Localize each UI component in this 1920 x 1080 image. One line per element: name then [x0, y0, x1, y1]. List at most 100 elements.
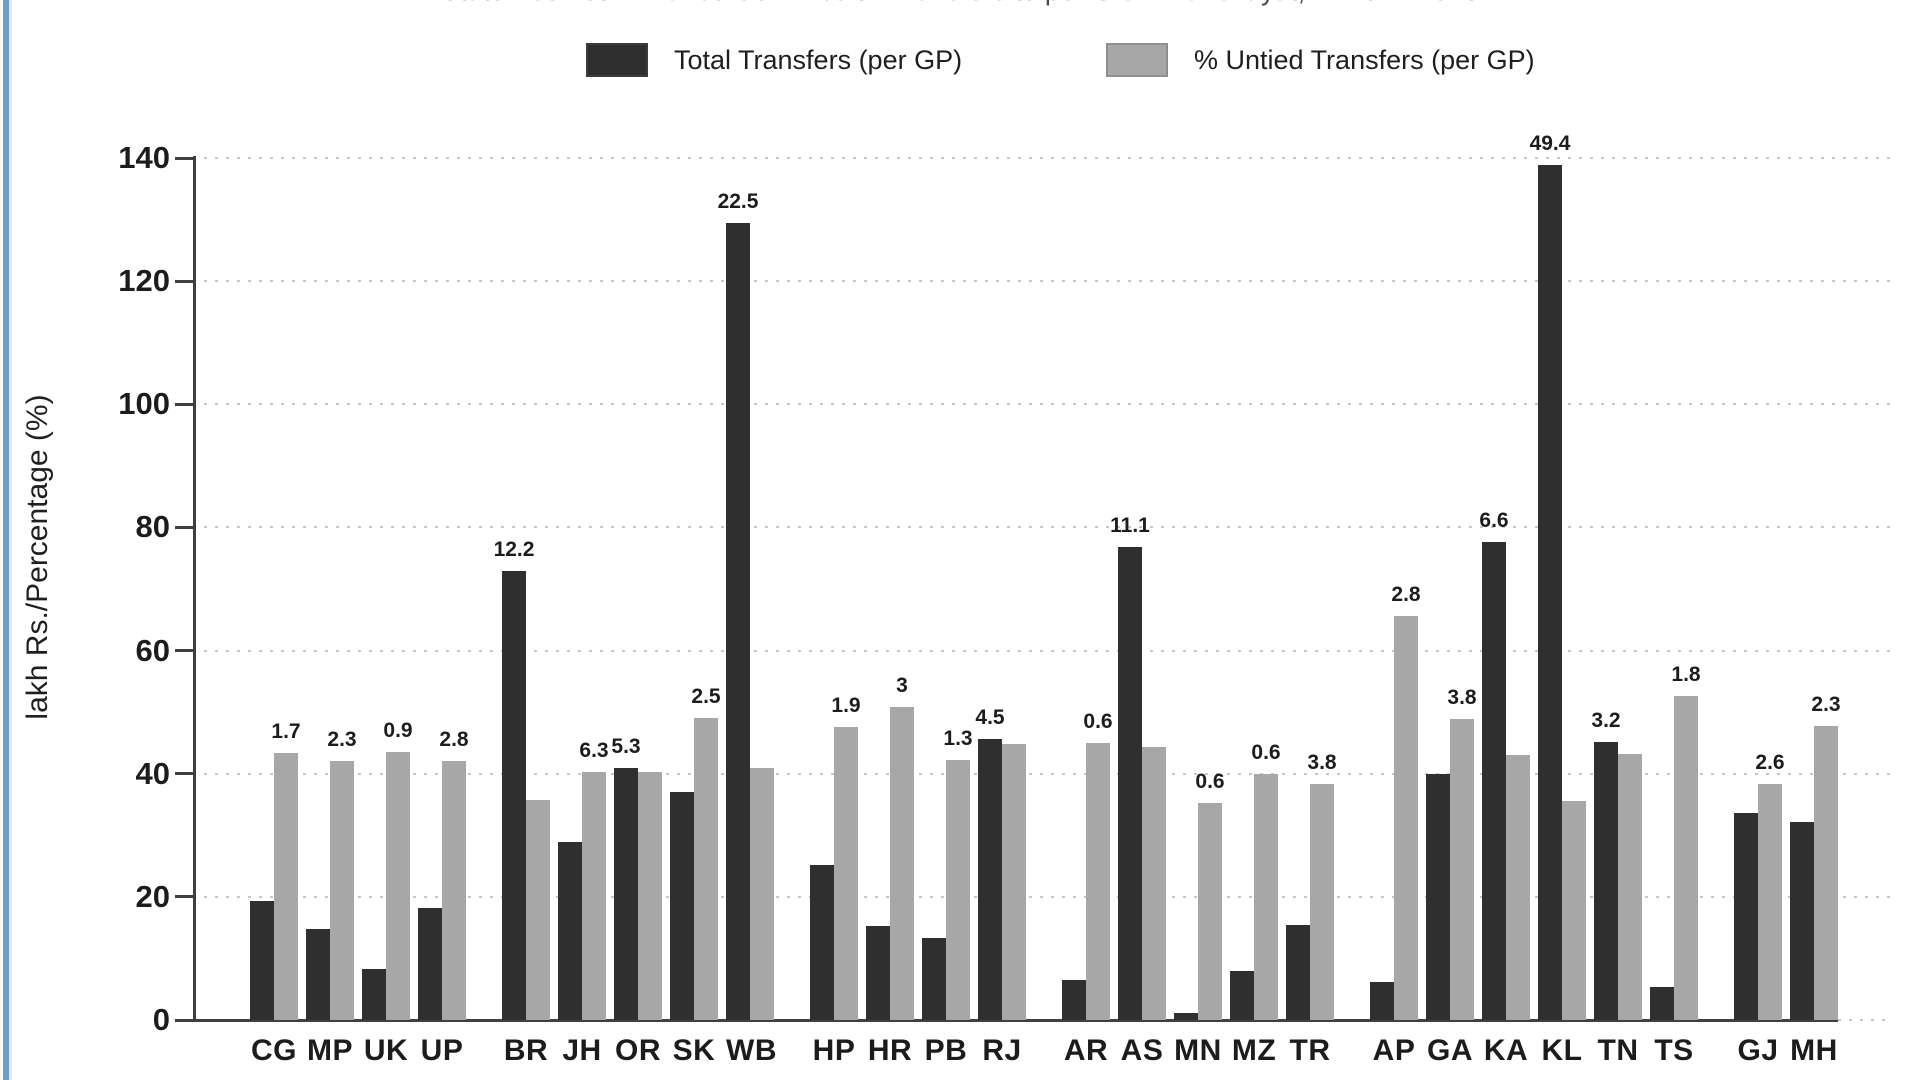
bar-pair-OR: 5.3 OR — [611, 158, 662, 1067]
value-label-HP: 1.9 — [831, 693, 861, 717]
value-label-JH: 6.3 — [579, 738, 609, 762]
bar-untied-pct-PB — [946, 759, 970, 1020]
value-label-HR: 3 — [896, 673, 908, 697]
value-label-GA: 3.8 — [1447, 685, 1477, 709]
bar-untied-pct-TS — [1674, 695, 1698, 1020]
x-tick-label-JH: JH — [562, 1034, 602, 1067]
legend-swatch-total-transfers — [586, 43, 648, 77]
bar-pair-BR: 12.2 BR — [494, 158, 550, 1067]
chart-title: Statewise 15th Finance Commission Transf… — [0, 0, 1920, 7]
bar-total-transfers-GJ — [1734, 812, 1758, 1020]
bar-untied-pct-WB — [750, 768, 774, 1020]
bar-untied-pct-AR — [1086, 742, 1110, 1020]
bar-untied-pct-UP — [442, 761, 466, 1020]
bar-pair-KL: 49.4 KL — [1530, 132, 1586, 1067]
value-label-GJ: 2.6 — [1755, 750, 1785, 774]
y-tick-label-0: 0 — [152, 1002, 170, 1037]
x-tick-label-GJ: GJ — [1737, 1034, 1779, 1067]
bar-untied-pct-MZ — [1254, 773, 1278, 1020]
bar-untied-pct-CG — [274, 752, 298, 1020]
bar-pair-UK: 0.9 UK — [362, 158, 413, 1067]
value-label-SK: 2.5 — [691, 685, 721, 709]
bar-pair-PB: 1.3 PB — [922, 158, 973, 1067]
value-label-AR: 0.6 — [1083, 709, 1113, 733]
bar-pair-MP: 2.3 MP — [306, 158, 357, 1067]
bar-untied-pct-BR — [526, 800, 550, 1020]
bar-total-transfers-JH — [558, 842, 582, 1020]
value-label-CG: 1.7 — [271, 719, 301, 743]
bar-total-transfers-PB — [922, 938, 946, 1020]
y-tick-label-120: 120 — [118, 263, 170, 299]
value-label-TR: 3.8 — [1307, 751, 1337, 775]
bar-total-transfers-AS — [1118, 546, 1142, 1020]
y-tick-mark-80 — [175, 525, 193, 529]
x-tick-label-AP: AP — [1372, 1034, 1416, 1067]
bar-untied-pct-KL — [1562, 801, 1586, 1020]
bar-pair-MH: 2.3 MH — [1790, 158, 1841, 1067]
bar-untied-pct-TR — [1310, 784, 1334, 1020]
bar-total-transfers-AP — [1370, 982, 1394, 1020]
bar-pair-AR: 0.6 AR — [1062, 158, 1113, 1067]
bar-pair-TR: 3.8 TR — [1286, 158, 1337, 1067]
y-axis-line — [193, 156, 196, 1022]
x-tick-label-BR: BR — [503, 1034, 549, 1067]
bar-pair-AP: 2.8 AP — [1370, 158, 1421, 1067]
x-tick-label-UK: UK — [363, 1034, 409, 1067]
bar-untied-pct-HR — [890, 706, 914, 1020]
bar-total-transfers-KL — [1538, 164, 1562, 1020]
x-tick-label-AS: AS — [1120, 1034, 1164, 1067]
bar-pair-MN: 0.6 MN — [1174, 158, 1225, 1067]
value-label-BR: 12.2 — [493, 537, 535, 561]
bar-pair-GJ: 2.6 GJ — [1734, 158, 1785, 1067]
y-tick-label-60: 60 — [135, 632, 170, 668]
bar-total-transfers-UP — [418, 907, 442, 1020]
bar-untied-pct-UK — [386, 751, 410, 1020]
value-label-TN: 3.2 — [1591, 709, 1621, 733]
y-tick-mark-0 — [175, 1018, 193, 1022]
legend-label-untied-transfers: % Untied Transfers (per GP) — [1194, 44, 1535, 75]
bar-total-transfers-RJ — [978, 738, 1002, 1020]
legend-item-untied: % Untied Transfers (per GP) — [1106, 42, 1535, 78]
bar-untied-pct-RJ — [1002, 743, 1026, 1020]
bar-pair-AS: 11.1 AS — [1110, 158, 1166, 1067]
y-tick-label-20: 20 — [135, 878, 170, 914]
x-tick-label-WB: WB — [726, 1034, 777, 1067]
y-tick-mark-40 — [175, 772, 193, 776]
bar-pair-JH: 6.3 JH — [558, 158, 609, 1067]
bar-total-transfers-MH — [1790, 821, 1814, 1020]
bar-total-transfers-KA — [1482, 541, 1506, 1020]
value-label-MH: 2.3 — [1811, 693, 1841, 717]
y-tick-mark-20 — [175, 895, 193, 899]
legend-label-total-transfers: Total Transfers (per GP) — [674, 44, 963, 75]
y-tick-mark-120 — [175, 279, 193, 283]
bar-pair-TS: 1.8 TS — [1650, 158, 1701, 1067]
bar-untied-pct-GJ — [1758, 783, 1782, 1020]
x-tick-label-SK: SK — [672, 1034, 716, 1067]
bar-untied-pct-OR — [638, 771, 662, 1020]
x-tick-label-MN: MN — [1174, 1034, 1222, 1067]
value-label-OR: 5.3 — [611, 735, 641, 759]
bar-untied-pct-TN — [1618, 754, 1642, 1020]
value-label-WB: 22.5 — [717, 189, 759, 213]
bar-untied-pct-HP — [834, 726, 858, 1020]
gridline-140 — [193, 157, 1893, 159]
window-left-border-highlight — [9, 0, 12, 1080]
bar-untied-pct-AP — [1394, 616, 1418, 1020]
bar-pair-RJ: 4.5 RJ — [975, 158, 1026, 1067]
y-tick-mark-100 — [175, 402, 193, 406]
bar-total-transfers-UK — [362, 968, 386, 1020]
x-tick-label-MZ: MZ — [1231, 1034, 1277, 1067]
value-label-KL: 49.4 — [1529, 131, 1571, 155]
bar-pair-MZ: 0.6 MZ — [1230, 158, 1281, 1067]
value-label-UP: 2.8 — [439, 728, 469, 752]
bar-total-transfers-BR — [502, 570, 526, 1020]
bar-untied-pct-MH — [1814, 726, 1838, 1020]
gridline-20 — [193, 895, 1893, 898]
value-label-MN: 0.6 — [1195, 770, 1225, 794]
gridline-60 — [193, 649, 1893, 652]
value-label-PB: 1.3 — [943, 726, 973, 750]
bar-total-transfers-AR — [1062, 979, 1086, 1020]
window-left-border — [3, 0, 9, 1080]
value-label-MZ: 0.6 — [1251, 740, 1281, 764]
bar-total-transfers-WB — [726, 222, 750, 1020]
